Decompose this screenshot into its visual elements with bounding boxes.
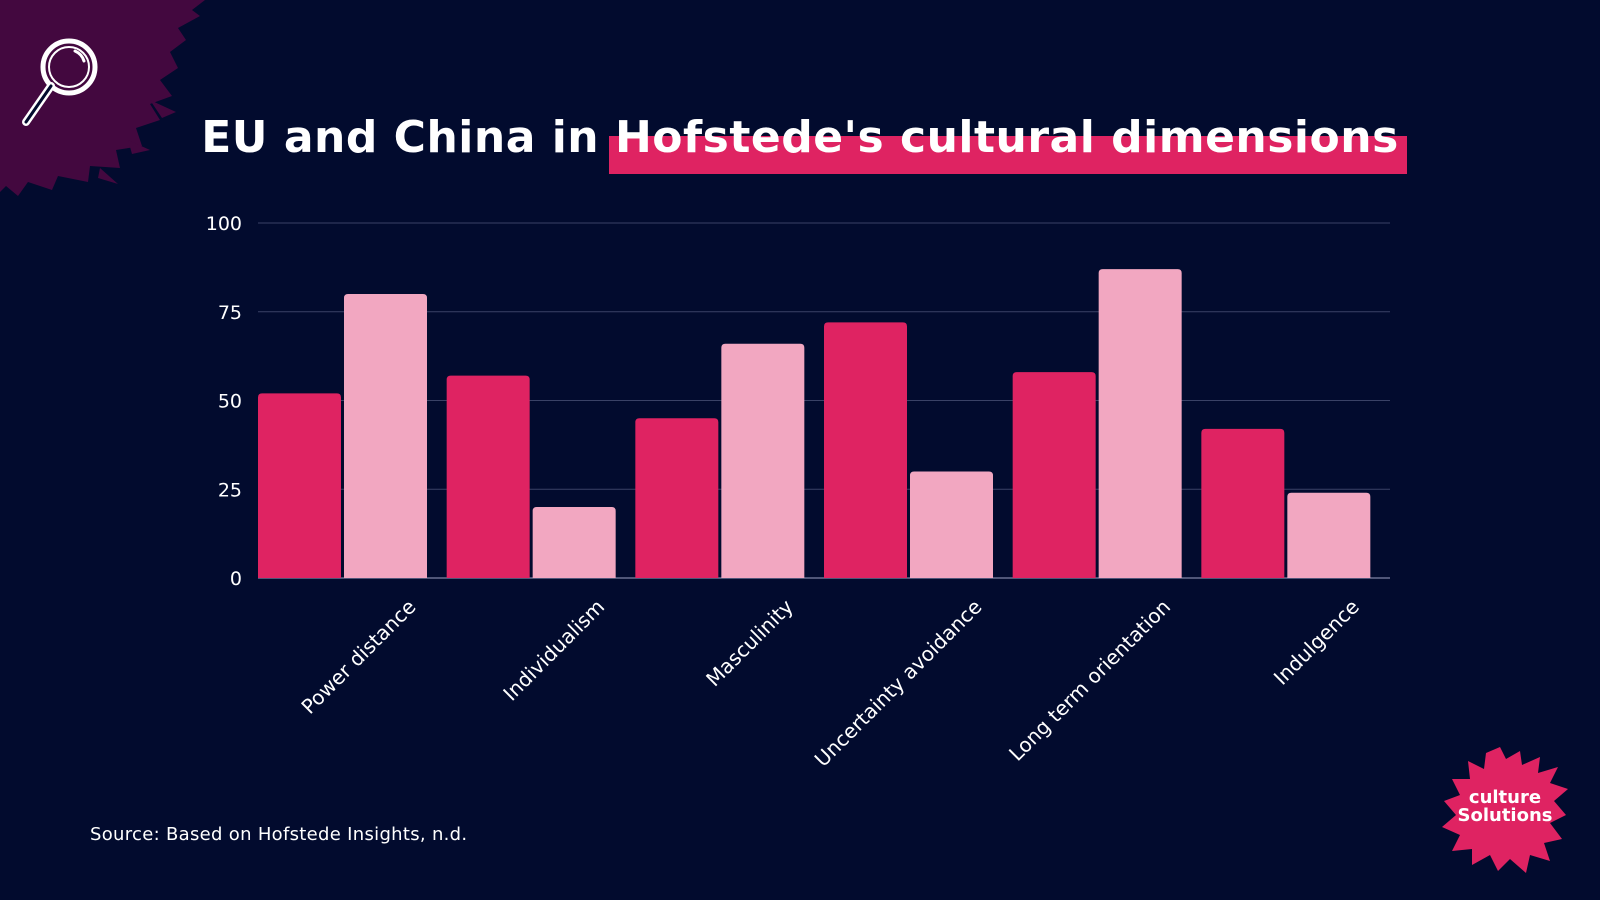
y-tick-label: 25 [218, 479, 242, 501]
x-tick-label: Masculinity [701, 594, 798, 691]
y-tick-label: 0 [230, 568, 242, 590]
bar-series-2-0 [344, 294, 427, 578]
x-axis-labels: Power distance Individualism Masculinity Un… [296, 594, 1363, 771]
bar-series-2-4 [1098, 269, 1182, 578]
x-tick-label: Uncertainty avoidance [810, 595, 987, 772]
y-axis-ticks: 0 25 50 75 100 [206, 213, 242, 590]
culture-solutions-logo: culture Solutions [1440, 745, 1590, 875]
bar-series-1-1 [446, 375, 530, 578]
x-tick-label: Power distance [296, 595, 420, 719]
logo-line-2: Solutions [1457, 805, 1553, 826]
x-tick-label: Individualism [498, 595, 609, 706]
source-note: Source: Based on Hofstede Insights, n.d. [90, 824, 468, 845]
y-tick-label: 50 [218, 391, 242, 413]
bar-series-1-5 [1201, 428, 1285, 578]
x-tick-label: Indulgence [1269, 595, 1364, 690]
bar-series-1-2 [635, 418, 719, 578]
title-part-1: EU and China in [201, 112, 600, 163]
y-tick-label: 100 [206, 213, 242, 235]
y-tick-label: 75 [218, 302, 242, 324]
bar-series-2-5 [1287, 492, 1371, 578]
page-title: EU and China in Hofstede's cultural dime… [0, 112, 1600, 163]
bars [258, 269, 1371, 578]
title-part-2-highlighted: Hofstede's cultural dimensions [614, 112, 1399, 163]
bar-series-2-3 [910, 471, 993, 578]
magnifier-icon [22, 38, 98, 126]
bar-series-2-2 [721, 343, 805, 578]
logo-line-1: culture [1468, 787, 1542, 808]
x-tick-label: Long term orientation [1004, 595, 1175, 766]
bar-series-1-4 [1012, 372, 1096, 578]
logo-paint-splash [1442, 747, 1568, 873]
bar-series-2-1 [532, 507, 616, 578]
bar-series-1-3 [824, 322, 907, 578]
bar-series-1-0 [258, 393, 341, 578]
